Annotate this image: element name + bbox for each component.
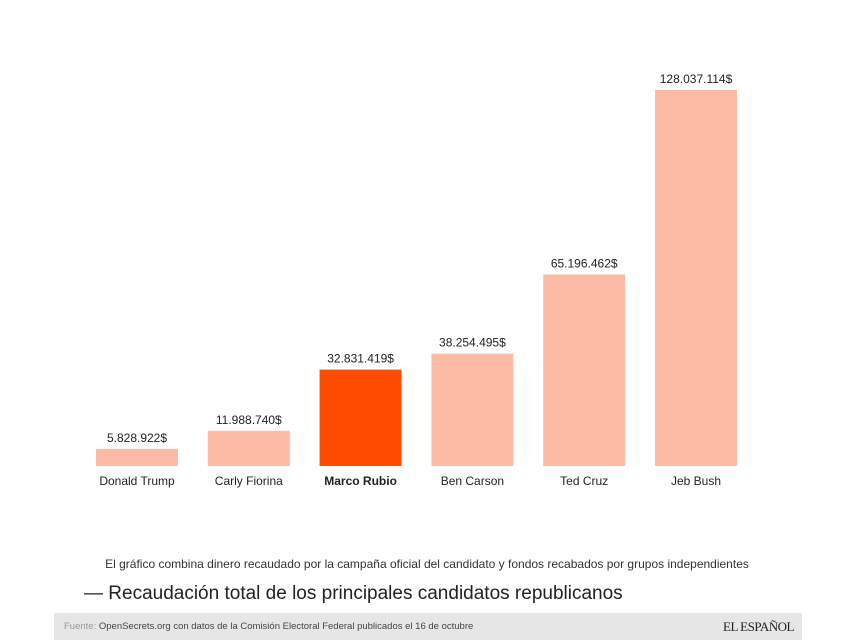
source-label: Fuente:: [64, 621, 97, 632]
bar-marco-rubio: [319, 369, 402, 466]
bar-ben-carson: [431, 353, 514, 466]
bar-chart: 5.828.922$ Donald Trump 11.988.740$ Carly F…: [96, 72, 737, 488]
category-label: Jeb Bush: [671, 474, 721, 488]
chart-title: — Recaudación total de los principales c…: [84, 583, 623, 604]
footer: Fuente: OpenSecrets.org con datos de la …: [54, 613, 802, 640]
source-note: Fuente: OpenSecrets.org con datos de la …: [64, 621, 473, 632]
bar-ted-cruz: [543, 274, 626, 466]
category-label: Ben Carson: [441, 474, 504, 488]
source-text: OpenSecrets.org con datos de la Comisión…: [96, 621, 474, 632]
bar-donald-trump: [96, 448, 178, 466]
category-label: Donald Trump: [99, 474, 175, 488]
bar-jeb-bush: [655, 90, 737, 466]
data-label: 38.254.495$: [439, 336, 506, 350]
data-label: 65.196.462$: [551, 257, 618, 271]
data-label: 32.831.419$: [327, 352, 394, 366]
el-espanol-logo: EL ESPAÑOL: [723, 619, 794, 634]
data-label: 11.988.740$: [216, 413, 282, 427]
chart-subtitle: El gráfico combina dinero recaudado por …: [105, 557, 749, 571]
category-label: Ted Cruz: [560, 474, 608, 488]
data-label: 5.828.922$: [107, 431, 167, 445]
category-label: Carly Fiorina: [215, 474, 283, 488]
category-label: Marco Rubio: [324, 474, 397, 488]
bar-carly-fiorina: [207, 430, 290, 466]
data-label: 128.037.114$: [660, 72, 733, 86]
